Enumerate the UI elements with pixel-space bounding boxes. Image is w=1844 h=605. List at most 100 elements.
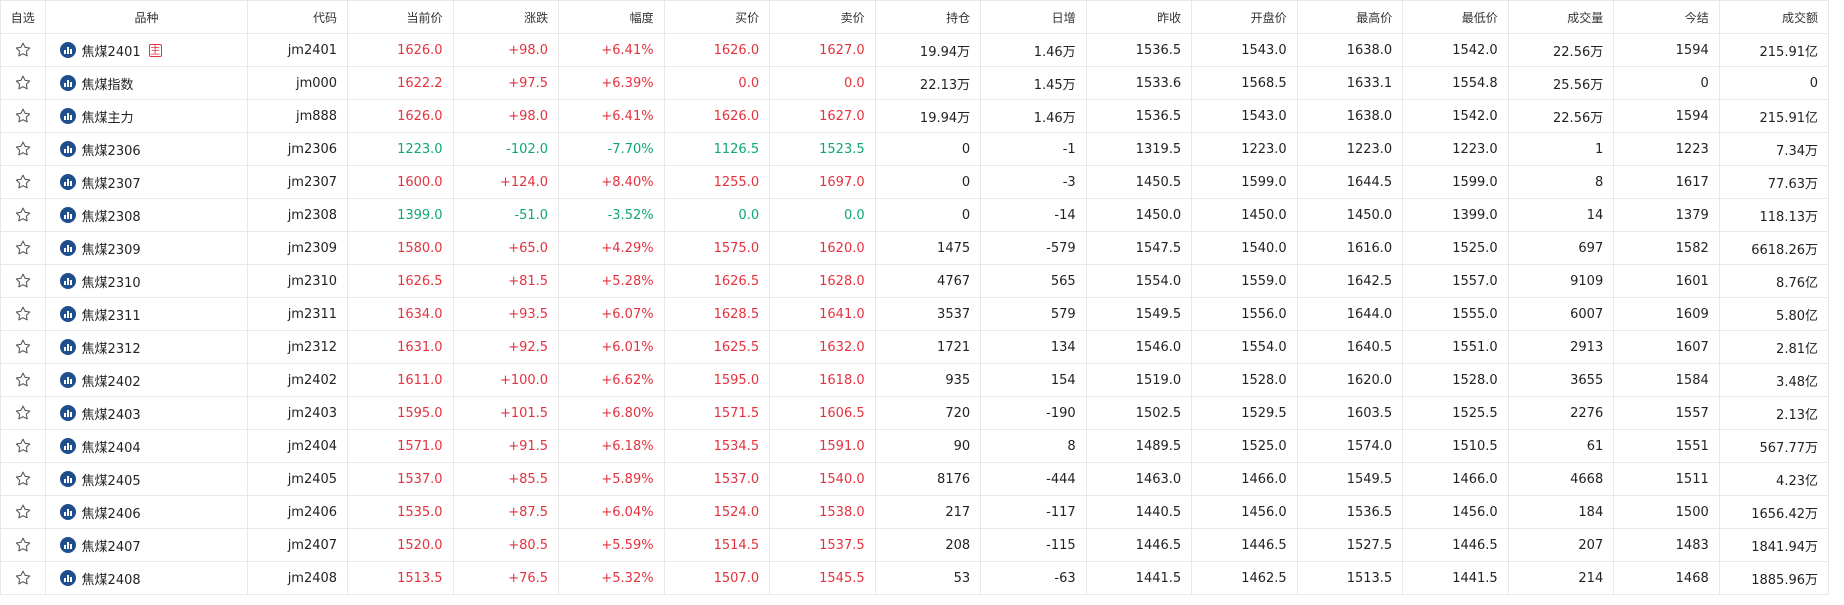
bar-chart-icon[interactable] [59, 141, 76, 157]
instrument-name[interactable]: 焦煤主力 [81, 110, 134, 126]
instrument-name[interactable]: 焦煤2407 [81, 539, 141, 555]
amount-cell: 8.76亿 [1718, 264, 1830, 298]
bar-chart-icon[interactable] [59, 405, 76, 421]
amount-cell: 0 [1718, 66, 1830, 100]
table-row[interactable]: 焦煤2403 jm2403 1595.0 +101.5 +6.80% 1571.5 1606… [0, 396, 1830, 430]
header-volume[interactable]: 成交量 [1507, 0, 1615, 34]
price-cell: 1626.0 [347, 33, 454, 67]
header-open-interest[interactable]: 持仓 [874, 0, 982, 34]
header-ask[interactable]: 卖价 [769, 0, 876, 34]
table-row[interactable]: 焦煤2311 jm2311 1634.0 +93.5 +6.07% 1628.5 1641.… [0, 297, 1830, 331]
star-outline-icon[interactable] [14, 173, 32, 191]
instrument-name[interactable]: 焦煤指数 [81, 77, 134, 93]
amount-cell: 215.91亿 [1718, 33, 1830, 67]
instrument-name[interactable]: 焦煤2406 [81, 506, 141, 522]
bar-chart-icon[interactable] [59, 339, 76, 355]
instrument-name[interactable]: 焦煤2310 [81, 275, 141, 291]
header-code[interactable]: 代码 [247, 0, 349, 34]
star-outline-icon[interactable] [14, 404, 32, 422]
instrument-name[interactable]: 焦煤2404 [81, 440, 141, 456]
ask-cell: 1523.5 [769, 132, 876, 166]
header-oi-change[interactable]: 日增 [980, 0, 1087, 34]
bar-chart-icon[interactable] [59, 273, 76, 289]
table-row[interactable]: 焦煤2405 jm2405 1537.0 +85.5 +5.89% 1537.0 1540.… [0, 462, 1830, 496]
table-row[interactable]: 焦煤指数 jm000 1622.2 +97.5 +6.39% 0.0 0.0 22.13万 1.… [0, 66, 1830, 100]
table-row[interactable]: 焦煤2408 jm2408 1513.5 +76.5 +5.32% 1507.0 1545.… [0, 561, 1830, 595]
table-row[interactable]: 焦煤2407 jm2407 1520.0 +80.5 +5.59% 1514.5 1537.… [0, 528, 1830, 562]
instrument-name[interactable]: 焦煤2307 [81, 176, 141, 192]
bar-chart-icon[interactable] [59, 438, 76, 454]
instrument-name[interactable]: 焦煤2311 [81, 308, 141, 324]
table-row[interactable]: 焦煤2406 jm2406 1535.0 +87.5 +6.04% 1524.0 1538.… [0, 495, 1830, 529]
table-row[interactable]: 焦煤2310 jm2310 1626.5 +81.5 +5.28% 1626.5 1628.… [0, 264, 1830, 298]
star-outline-icon[interactable] [14, 206, 32, 224]
volume-cell: 2913 [1507, 330, 1615, 364]
bar-chart-icon[interactable] [59, 570, 76, 586]
instrument-name[interactable]: 焦煤2408 [81, 572, 141, 588]
star-outline-icon[interactable] [14, 305, 32, 323]
instrument-name[interactable]: 焦煤2308 [81, 209, 141, 225]
table-row[interactable]: 焦煤2309 jm2309 1580.0 +65.0 +4.29% 1575.0 1620.… [0, 231, 1830, 265]
header-bid[interactable]: 买价 [663, 0, 771, 34]
star-outline-icon[interactable] [14, 536, 32, 554]
bid-cell: 1524.0 [663, 495, 771, 529]
bar-chart-icon[interactable] [59, 108, 76, 124]
header-name[interactable]: 品种 [44, 0, 249, 34]
volume-cell: 214 [1507, 561, 1615, 595]
header-change[interactable]: 涨跌 [452, 0, 560, 34]
bar-chart-icon[interactable] [59, 306, 76, 322]
star-outline-icon[interactable] [14, 437, 32, 455]
star-outline-icon[interactable] [14, 569, 32, 587]
code-cell: jm2404 [247, 429, 349, 463]
table-row[interactable]: 焦煤2401 主 jm2401 1626.0 +98.0 +6.41% 1626.0 1627… [0, 33, 1830, 67]
amount-cell: 1885.96万 [1718, 561, 1830, 595]
instrument-name[interactable]: 焦煤2312 [81, 341, 141, 357]
bar-chart-icon[interactable] [59, 537, 76, 553]
table-row[interactable]: 焦煤2312 jm2312 1631.0 +92.5 +6.01% 1625.5 1632.… [0, 330, 1830, 364]
name-cell: 焦煤2306 [44, 132, 249, 166]
star-outline-icon[interactable] [14, 338, 32, 356]
table-row[interactable]: 焦煤2306 jm2306 1223.0 -102.0 -7.70% 1126.5 1523… [0, 132, 1830, 166]
header-watch[interactable]: 自选 [0, 0, 46, 34]
star-outline-icon[interactable] [14, 470, 32, 488]
amount-cell: 567.77万 [1718, 429, 1830, 463]
table-row[interactable]: 焦煤2404 jm2404 1571.0 +91.5 +6.18% 1534.5 1591.… [0, 429, 1830, 463]
star-outline-icon[interactable] [14, 272, 32, 290]
star-outline-icon[interactable] [14, 503, 32, 521]
star-outline-icon[interactable] [14, 74, 32, 92]
header-low[interactable]: 最低价 [1402, 0, 1509, 34]
star-outline-icon[interactable] [14, 140, 32, 158]
bar-chart-icon[interactable] [59, 75, 76, 91]
bar-chart-icon[interactable] [59, 42, 76, 58]
table-row[interactable]: 焦煤2402 jm2402 1611.0 +100.0 +6.62% 1595.0 1618… [0, 363, 1830, 397]
header-price[interactable]: 当前价 [347, 0, 454, 34]
bar-chart-icon[interactable] [59, 372, 76, 388]
high-cell: 1633.1 [1296, 66, 1404, 100]
instrument-name[interactable]: 焦煤2402 [81, 374, 141, 390]
bar-chart-icon[interactable] [59, 504, 76, 520]
instrument-name[interactable]: 焦煤2403 [81, 407, 141, 423]
header-open[interactable]: 开盘价 [1191, 0, 1298, 34]
instrument-name[interactable]: 焦煤2405 [81, 473, 141, 489]
header-settle[interactable]: 今结 [1613, 0, 1720, 34]
header-percent[interactable]: 幅度 [558, 0, 665, 34]
header-high[interactable]: 最高价 [1296, 0, 1404, 34]
instrument-name[interactable]: 焦煤2306 [81, 143, 141, 159]
watch-cell [0, 231, 46, 265]
open-interest-cell: 19.94万 [874, 99, 982, 133]
star-outline-icon[interactable] [14, 41, 32, 59]
star-outline-icon[interactable] [14, 371, 32, 389]
header-amount[interactable]: 成交额 [1718, 0, 1830, 34]
table-row[interactable]: 焦煤2307 jm2307 1600.0 +124.0 +8.40% 1255.0 1697… [0, 165, 1830, 199]
bar-chart-icon[interactable] [59, 207, 76, 223]
bar-chart-icon[interactable] [59, 471, 76, 487]
table-row[interactable]: 焦煤主力 jm888 1626.0 +98.0 +6.41% 1626.0 1627.0 19… [0, 99, 1830, 133]
table-row[interactable]: 焦煤2308 jm2308 1399.0 -51.0 -3.52% 0.0 0.0 0 -14 1… [0, 198, 1830, 232]
header-prev-close[interactable]: 昨收 [1085, 0, 1193, 34]
instrument-name[interactable]: 焦煤2309 [81, 242, 141, 258]
star-outline-icon[interactable] [14, 239, 32, 257]
bar-chart-icon[interactable] [59, 240, 76, 256]
bar-chart-icon[interactable] [59, 174, 76, 190]
star-outline-icon[interactable] [14, 107, 32, 125]
instrument-name[interactable]: 焦煤2401 [81, 44, 141, 60]
